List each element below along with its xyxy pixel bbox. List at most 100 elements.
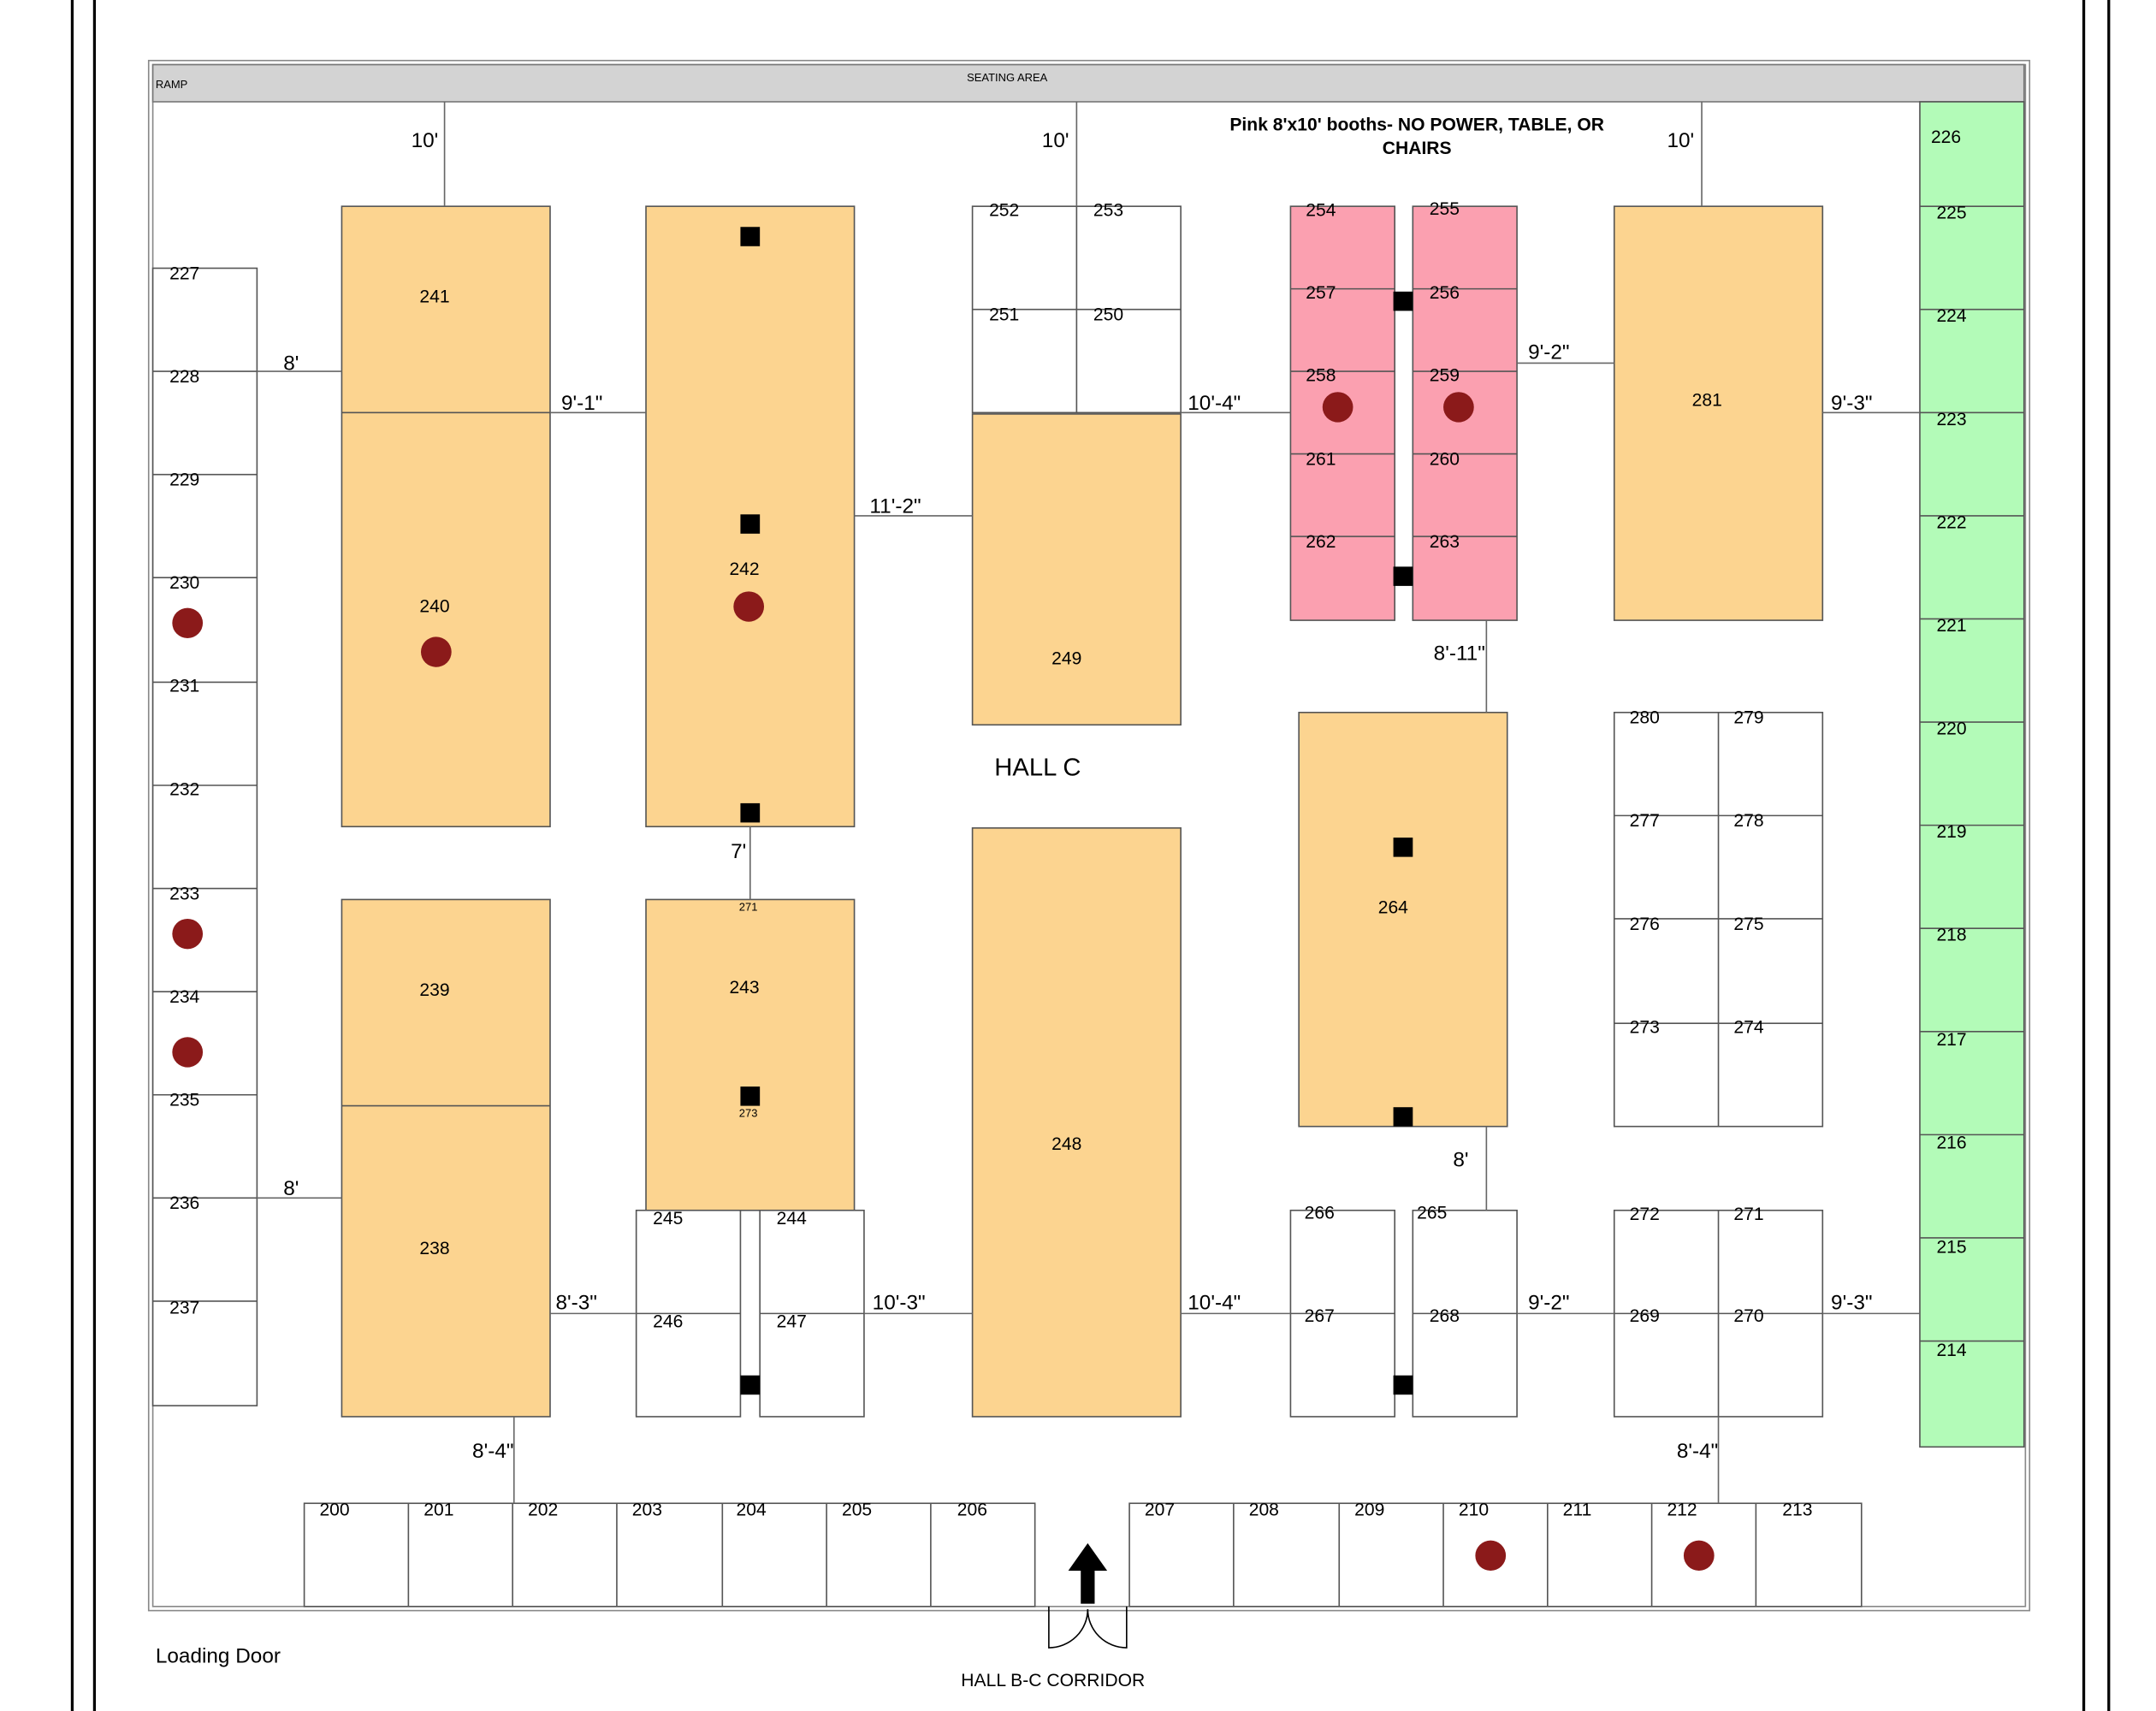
booth-label: 259 <box>1430 365 1460 385</box>
booth-label: 258 <box>1306 365 1336 385</box>
pink-note: Pink 8'x10' booths- NO POWER, TABLE, OR <box>1229 115 1604 135</box>
booth-label: 236 <box>169 1193 199 1213</box>
power-drop <box>172 918 204 950</box>
booth-label: 271 <box>1733 1205 1763 1224</box>
booth <box>1613 205 1824 621</box>
booth <box>971 413 1182 726</box>
booth-label: 267 <box>1305 1306 1335 1326</box>
dimension-label: 8'-4" <box>472 1440 513 1463</box>
dimension-label: 10'-4" <box>1188 1292 1241 1315</box>
seating-bar <box>151 63 2025 103</box>
booth-label: 206 <box>957 1501 987 1520</box>
booth-label: 257 <box>1306 283 1336 303</box>
power-drop <box>1322 392 1353 423</box>
power-drop <box>420 636 452 667</box>
booth-label: 246 <box>653 1312 683 1332</box>
booth-label: 209 <box>1354 1501 1384 1520</box>
dimension-label: 7' <box>731 840 746 863</box>
dimension-label: 8' <box>283 1177 299 1200</box>
booth-label: 221 <box>1936 616 1966 636</box>
booth-label: 237 <box>169 1298 199 1317</box>
room-outline <box>147 59 2031 1612</box>
booth-label: 215 <box>1936 1238 1966 1258</box>
booth-label: 220 <box>1936 719 1966 739</box>
column <box>1393 291 1413 311</box>
booth-label: 253 <box>1093 201 1123 221</box>
booth-label: 224 <box>1936 306 1967 326</box>
booth-label: 227 <box>169 263 199 283</box>
booth-label: 248 <box>1051 1134 1081 1154</box>
booth <box>303 1502 1036 1607</box>
booth-label: 203 <box>632 1501 662 1520</box>
dimension-label: 9'-2" <box>1528 1292 1569 1315</box>
booth-label: 232 <box>169 779 199 799</box>
column <box>740 1086 761 1106</box>
booth-label: 273 <box>739 1107 758 1120</box>
column <box>1393 1107 1413 1127</box>
booth-label: 263 <box>1430 532 1460 552</box>
booth-label: 234 <box>169 987 200 1007</box>
booth-label: 229 <box>169 471 199 490</box>
booth-label: 252 <box>989 201 1019 221</box>
booth-label: 277 <box>1630 811 1660 831</box>
booth-label: 212 <box>1667 1501 1697 1520</box>
booth-label: 226 <box>1931 127 1961 147</box>
loading-label: Loading Door <box>156 1645 281 1668</box>
booth-label: 262 <box>1306 532 1336 552</box>
booth-label: 211 <box>1563 1501 1592 1520</box>
booth-label: 205 <box>842 1501 872 1520</box>
booth <box>645 898 856 1211</box>
booth-label: 256 <box>1430 283 1460 303</box>
dimension-label: 11'-2" <box>869 495 921 518</box>
booth-label: 208 <box>1249 1501 1279 1520</box>
column <box>1393 566 1413 586</box>
entrance <box>1048 1542 1128 1649</box>
column <box>740 802 761 823</box>
booth-label: 274 <box>1733 1017 1764 1037</box>
column <box>740 1375 761 1395</box>
dimension-label: 8' <box>1453 1148 1468 1171</box>
booth-label: 260 <box>1430 449 1460 469</box>
booth-label: 207 <box>1145 1501 1175 1520</box>
booth-label: 281 <box>1692 390 1722 410</box>
dimension-label: 8'-11" <box>1434 642 1485 666</box>
booth-label: 222 <box>1936 512 1966 532</box>
dimension-label: 8'-4" <box>1677 1440 1718 1463</box>
dimension-label: 10'-3" <box>873 1292 926 1315</box>
column <box>1393 1375 1413 1395</box>
column <box>740 227 761 246</box>
booth-label: 241 <box>419 287 449 307</box>
booth-label: 204 <box>737 1501 767 1520</box>
booth-label: 278 <box>1733 811 1763 831</box>
booth-label: 240 <box>419 597 449 617</box>
hall-label: HALL C <box>994 755 1081 782</box>
booth-label: 235 <box>169 1091 199 1110</box>
walls <box>70 0 2111 1711</box>
booth-label: 255 <box>1430 199 1460 219</box>
booth <box>1919 101 2025 1448</box>
ramp-label: RAMP <box>156 78 187 91</box>
booth-label: 272 <box>1630 1205 1660 1224</box>
booth-label: 244 <box>777 1209 808 1228</box>
booth <box>1298 711 1508 1128</box>
booth-label: 210 <box>1459 1501 1489 1520</box>
booth-label: 275 <box>1733 915 1763 934</box>
booth-label: 261 <box>1306 449 1336 469</box>
booth-label: 214 <box>1936 1341 1967 1360</box>
booth-label: 265 <box>1417 1204 1447 1223</box>
booth-label: 218 <box>1936 926 1966 945</box>
booth <box>971 827 1182 1418</box>
booth <box>151 267 258 1406</box>
booth-label: 231 <box>169 677 199 696</box>
corridor-label: HALL B-C CORRIDOR <box>961 1671 1145 1690</box>
booth-label: 251 <box>989 305 1019 325</box>
booth-label: 271 <box>739 900 758 913</box>
booth-label: 243 <box>729 978 759 998</box>
dimension-label: 9'-2" <box>1528 341 1569 364</box>
booth-label: 223 <box>1936 410 1966 429</box>
booth-label: 200 <box>319 1501 349 1520</box>
power-drop <box>733 591 765 622</box>
booth-label: 219 <box>1936 822 1966 842</box>
